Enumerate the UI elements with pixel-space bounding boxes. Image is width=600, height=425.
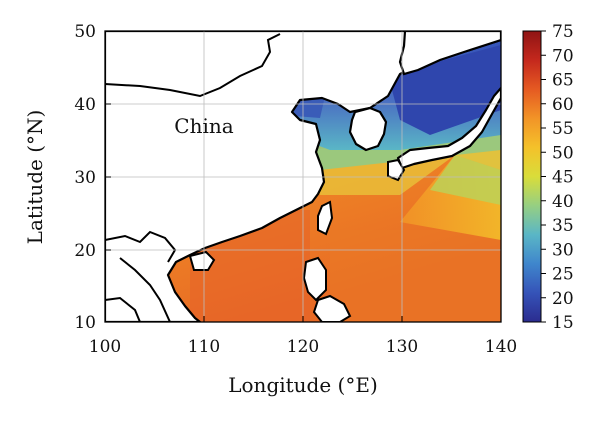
land-korea	[348, 106, 388, 152]
gridlines	[105, 31, 501, 322]
mongolia-border	[105, 33, 281, 98]
x-tick-label: 140	[485, 337, 517, 357]
colorbar-tick-label: 20	[552, 289, 574, 309]
colorbar-tick-label: 30	[552, 240, 574, 260]
china-label: China	[174, 114, 233, 138]
colorbar-tick-label: 15	[552, 313, 574, 333]
land-kyushu	[387, 158, 406, 182]
y-tick-label: 50	[74, 22, 96, 42]
land-taiwan	[317, 200, 334, 236]
plot-area: China	[104, 30, 502, 323]
y-axis: 10 20 30 40 50 Latitude (°N)	[23, 22, 111, 333]
y-tick-label: 30	[74, 168, 96, 188]
y-tick-label: 20	[74, 241, 96, 261]
colorbar-tick-label: 75	[552, 22, 574, 42]
colorbar-tick-label: 50	[552, 143, 574, 163]
colorbar-tick-label: 40	[552, 192, 574, 212]
colorbar-tick-label: 60	[552, 95, 574, 115]
land-hainan	[188, 250, 216, 271]
x-tick-label: 110	[188, 337, 220, 357]
x-axis-title: Longitude (°E)	[228, 373, 378, 397]
x-axis: 100 110 120 130 140 Longitude (°E)	[89, 316, 517, 397]
colorbar-tick-label: 70	[552, 46, 574, 66]
colorbar-tick-label: 65	[552, 71, 574, 91]
colorbar-gradient	[522, 30, 542, 323]
colorbar-tick-label: 45	[552, 168, 574, 188]
colorbar-tick-label: 35	[552, 216, 574, 236]
colorbar: 75 70 65 60 55 50 45 40 35 30 25 20 15	[522, 22, 574, 333]
y-tick-label: 10	[74, 313, 96, 333]
colorbar-tick-label: 55	[552, 119, 574, 139]
x-tick-label: 130	[386, 337, 418, 357]
colorbar-tick-label: 25	[552, 265, 574, 285]
land-japan	[396, 86, 501, 170]
y-tick-label: 40	[74, 95, 96, 115]
colorbar-ticks: 75 70 65 60 55 50 45 40 35 30 25 20 15	[541, 22, 574, 333]
y-axis-title: Latitude (°N)	[23, 110, 47, 245]
x-tick-label: 120	[287, 337, 319, 357]
x-tick-label: 100	[89, 337, 121, 357]
land-philippines	[302, 256, 352, 322]
